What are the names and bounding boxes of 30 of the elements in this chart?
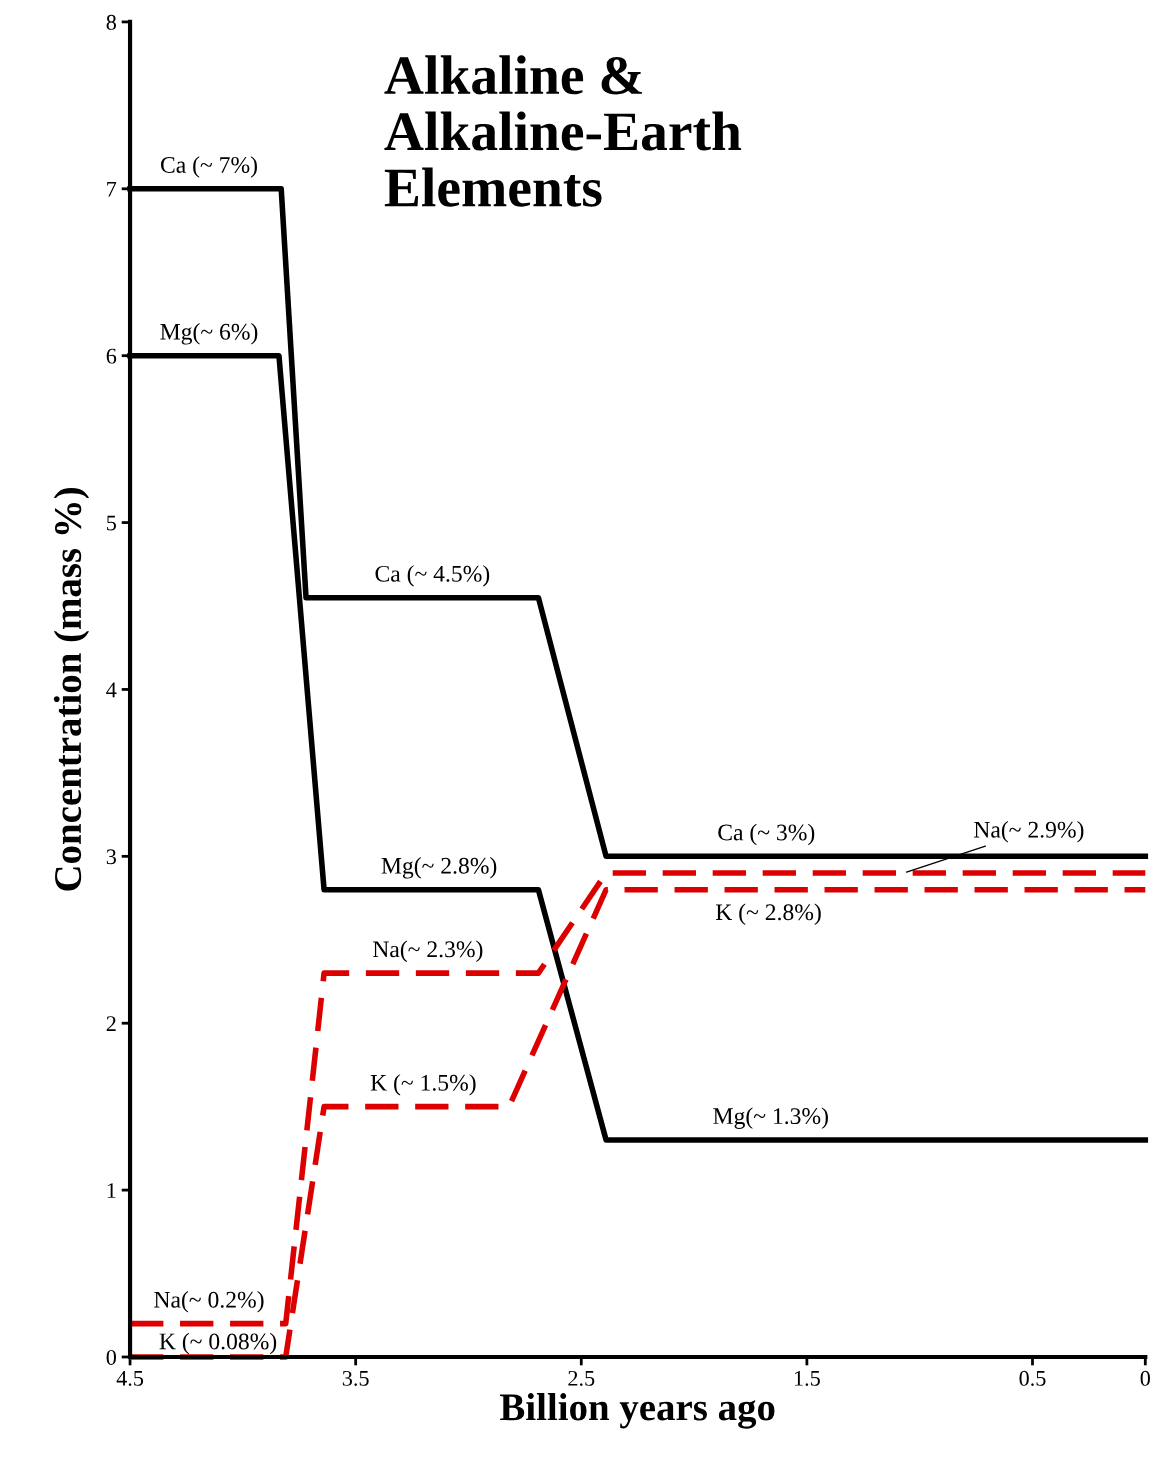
annotation: K (~ 1.5%) (370, 1074, 476, 1096)
annotation: Na(~ 2.9%) (974, 821, 1084, 843)
y-tick-label: 2 (106, 1016, 116, 1031)
x-tick-label: 4.5 (116, 1370, 144, 1386)
x-tick-label: 1.5 (794, 1370, 820, 1386)
annotation: Mg(~ 1.3%) (713, 1107, 828, 1129)
y-tick-label: 3 (106, 849, 116, 865)
y-tick-label: 4 (106, 682, 117, 698)
annotation: Mg(~ 6%) (160, 323, 258, 345)
y-tick-label: 5 (107, 515, 116, 531)
x-tick-label: 3.5 (342, 1370, 369, 1386)
annotation: Mg(~ 2.8%) (381, 857, 497, 879)
y-tick-label: 7 (107, 181, 117, 197)
y-axis-title: Concentration (mass %) (53, 488, 90, 891)
text: Alkaline & Alkaline-Earth Elements (384, 55, 742, 207)
y-tick-label: 0 (106, 1349, 117, 1365)
annotation: K (~ 0.08%) (159, 1332, 277, 1355)
annotation: K (~ 2.8%) (715, 903, 821, 926)
y-tick-label: 1 (107, 1183, 116, 1198)
y-tick-label: 8 (106, 14, 117, 30)
annotation: Na(~ 0.2%) (154, 1291, 264, 1313)
annotation: Ca (~ 4.5%) (375, 565, 490, 587)
x-tick-label: 0 (1140, 1370, 1151, 1386)
annotation: Ca (~ 7%) (160, 156, 257, 178)
x-tick-label: 0.5 (1019, 1370, 1046, 1386)
annotation: Na(~ 2.3%) (372, 940, 483, 963)
annotation: Ca (~ 3%) (718, 823, 815, 846)
y-tick-label: 6 (106, 348, 117, 364)
x-axis-title: Billion years ago (500, 1393, 775, 1429)
x-tick-label: 2.5 (568, 1370, 595, 1386)
